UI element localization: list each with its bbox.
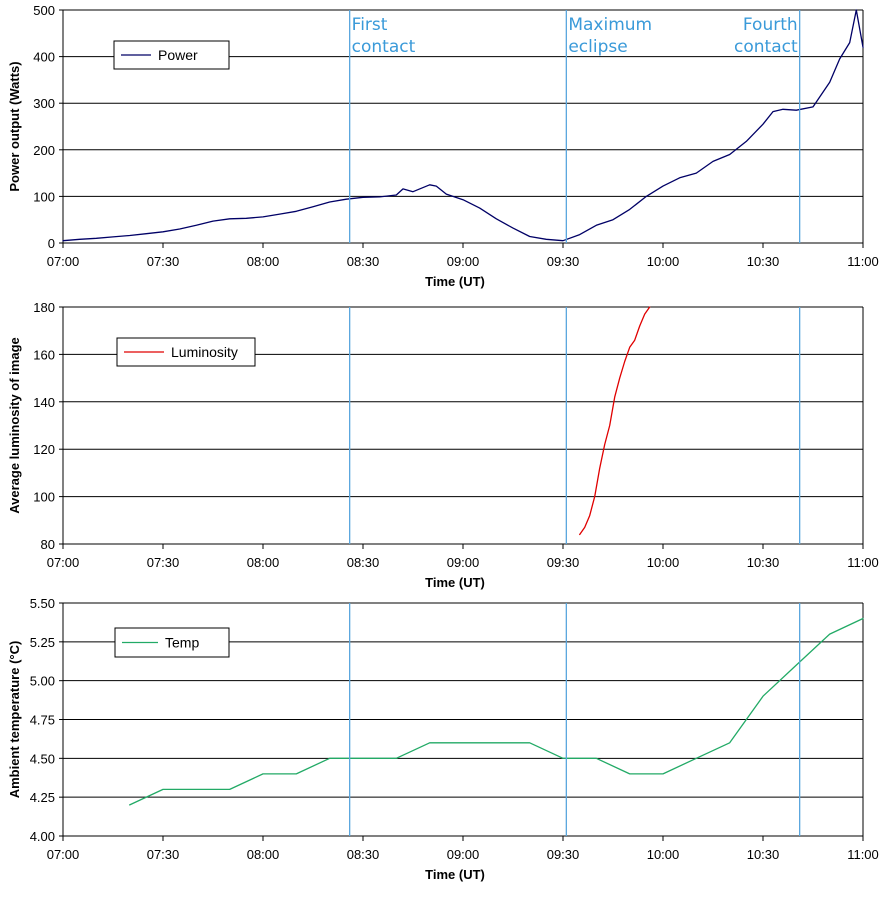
x-tick-label: 08:00 bbox=[247, 254, 280, 269]
x-tick-label: 09:00 bbox=[447, 254, 480, 269]
y-tick-label: 0 bbox=[48, 236, 55, 251]
x-tick-label: 08:30 bbox=[347, 254, 380, 269]
x-tick-label: 08:30 bbox=[347, 847, 380, 862]
event-label: First bbox=[352, 15, 388, 35]
x-tick-label: 08:00 bbox=[247, 555, 280, 570]
x-tick-label: 10:00 bbox=[647, 847, 680, 862]
series-line-power bbox=[62, 9, 864, 242]
y-tick-label: 400 bbox=[33, 50, 55, 65]
y-tick-label: 5.00 bbox=[30, 674, 55, 689]
series-line-luminosity bbox=[579, 306, 651, 536]
chart-power: 0 100 200 300 400 500 07:00 07:30 08:00 08:30 09:0… bbox=[7, 3, 879, 289]
y-tick-label: 120 bbox=[33, 442, 55, 457]
y-tick-label: 5.25 bbox=[30, 635, 55, 650]
x-tick-label: 11:00 bbox=[847, 847, 879, 862]
event-label: contact bbox=[352, 37, 416, 57]
legend-box bbox=[116, 337, 256, 367]
y-tick-label: 4.00 bbox=[30, 829, 55, 844]
event-label: contact bbox=[734, 37, 798, 57]
x-tick-label: 08:00 bbox=[247, 847, 280, 862]
y-axis-label: Power output (Watts) bbox=[7, 61, 22, 191]
x-tick-label: 07:30 bbox=[147, 847, 180, 862]
legend-label: Temp bbox=[165, 635, 199, 651]
y-tick-label: 500 bbox=[33, 3, 55, 18]
legend-label: Luminosity bbox=[171, 344, 238, 360]
y-tick-label: 140 bbox=[33, 395, 55, 410]
y-tick-label: 100 bbox=[33, 189, 55, 204]
x-tick-label: 10:30 bbox=[747, 555, 780, 570]
event-label: Fourth bbox=[743, 15, 798, 35]
series-line-temp bbox=[129, 617, 864, 806]
x-tick-label: 09:00 bbox=[447, 847, 480, 862]
event-label: eclipse bbox=[568, 37, 627, 57]
x-tick-label: 07:00 bbox=[47, 555, 80, 570]
legend: Luminosity bbox=[116, 337, 256, 367]
y-axis-label: Average luminosity of image bbox=[7, 337, 22, 514]
x-tick-label: 07:30 bbox=[147, 254, 180, 269]
y-tick-label: 200 bbox=[33, 143, 55, 158]
event-label: Maximum bbox=[568, 15, 652, 35]
chart-temperature: 4.00 4.25 4.50 4.75 5.00 5.25 5.50 07:00 07:30 08… bbox=[7, 596, 879, 882]
y-tick-label: 4.50 bbox=[30, 751, 55, 766]
x-tick-label: 10:00 bbox=[647, 254, 680, 269]
y-tick-label: 5.50 bbox=[30, 596, 55, 611]
x-tick-label: 11:00 bbox=[847, 254, 879, 269]
y-axis-label: Ambient temperature (°C) bbox=[7, 641, 22, 799]
x-axis-label: Time (UT) bbox=[425, 274, 485, 289]
x-tick-label: 09:00 bbox=[447, 555, 480, 570]
chart-luminosity: 80 100 120 140 160 180 07:00 07:30 08:00 08:30 09:… bbox=[7, 300, 879, 590]
x-tick-label: 11:00 bbox=[847, 555, 879, 570]
legend: Power bbox=[113, 40, 230, 70]
y-tick-label: 160 bbox=[33, 347, 55, 362]
y-tick-label: 180 bbox=[33, 300, 55, 315]
x-tick-label: 07:00 bbox=[47, 847, 80, 862]
x-axis-label: Time (UT) bbox=[425, 575, 485, 590]
legend-label: Power bbox=[158, 47, 198, 63]
x-tick-label: 10:30 bbox=[747, 847, 780, 862]
x-tick-label: 09:30 bbox=[547, 254, 580, 269]
x-tick-label: 08:30 bbox=[347, 555, 380, 570]
x-tick-label: 10:30 bbox=[747, 254, 780, 269]
x-tick-label: 10:00 bbox=[647, 555, 680, 570]
y-tick-label: 4.75 bbox=[30, 713, 55, 728]
y-tick-label: 300 bbox=[33, 96, 55, 111]
x-tick-label: 09:30 bbox=[547, 847, 580, 862]
y-tick-label: 4.25 bbox=[30, 790, 55, 805]
y-tick-label: 80 bbox=[41, 537, 55, 552]
x-tick-label: 07:00 bbox=[47, 254, 80, 269]
y-tick-label: 100 bbox=[33, 490, 55, 505]
x-tick-label: 07:30 bbox=[147, 555, 180, 570]
legend: Temp bbox=[114, 627, 230, 658]
x-tick-label: 09:30 bbox=[547, 555, 580, 570]
x-axis-label: Time (UT) bbox=[425, 867, 485, 882]
